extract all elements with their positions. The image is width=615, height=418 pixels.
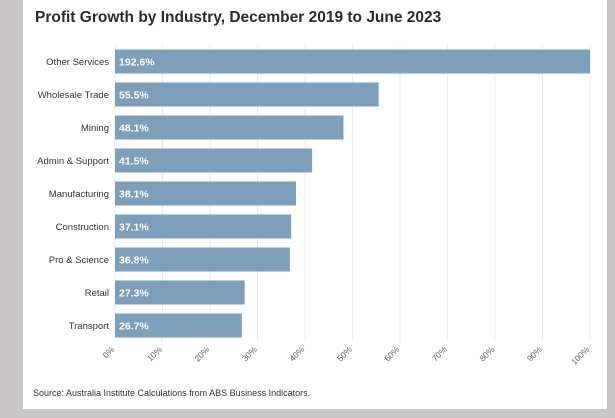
data-label: 55.5% bbox=[119, 90, 149, 102]
x-tick-label: 30% bbox=[240, 344, 259, 363]
data-label: 41.5% bbox=[119, 156, 149, 168]
chart-source: Source: Australia Institute Calculations… bbox=[33, 388, 311, 398]
x-tick-label: 10% bbox=[145, 344, 164, 363]
x-tick-label: 100% bbox=[569, 344, 592, 367]
x-tick-label: 60% bbox=[382, 344, 401, 363]
x-tick-label: 0% bbox=[101, 344, 117, 360]
data-label: 48.1% bbox=[119, 123, 149, 135]
x-tick-label: 20% bbox=[192, 344, 211, 363]
chart-card: Profit Growth by Industry, December 2019… bbox=[23, 0, 607, 409]
category-label: Pro & Science bbox=[49, 255, 109, 266]
x-tick-label: 80% bbox=[477, 344, 496, 363]
category-label: Manufacturing bbox=[49, 189, 109, 200]
bar bbox=[115, 313, 242, 338]
category-label: Retail bbox=[85, 288, 109, 299]
data-label: 192.6% bbox=[119, 57, 155, 69]
bar bbox=[115, 148, 313, 173]
chart-title: Profit Growth by Industry, December 2019… bbox=[35, 9, 442, 26]
bar bbox=[115, 49, 590, 74]
x-tick-label: 70% bbox=[430, 344, 449, 363]
data-label: 37.1% bbox=[119, 222, 149, 234]
bar-chart: Other Services 192.6% Wholesale Trade 55.5%… bbox=[37, 45, 592, 367]
data-label: 36.8% bbox=[119, 255, 149, 267]
bar bbox=[115, 214, 292, 239]
bar bbox=[115, 181, 296, 206]
category-label: Admin & Support bbox=[37, 156, 109, 167]
category-label: Wholesale Trade bbox=[38, 90, 109, 101]
bar bbox=[115, 115, 344, 140]
category-label: Construction bbox=[56, 222, 109, 233]
bar bbox=[115, 82, 379, 107]
x-tick-label: 50% bbox=[335, 344, 354, 363]
x-tick-label: 90% bbox=[525, 344, 544, 363]
x-tick-label: 40% bbox=[287, 344, 306, 363]
category-label: Mining bbox=[81, 123, 109, 134]
data-label: 27.3% bbox=[119, 288, 149, 300]
bar bbox=[115, 280, 245, 305]
data-label: 26.7% bbox=[119, 321, 149, 333]
bar bbox=[115, 247, 290, 272]
category-label: Other Services bbox=[46, 57, 109, 68]
category-label: Transport bbox=[69, 321, 110, 332]
data-label: 38.1% bbox=[119, 189, 149, 201]
